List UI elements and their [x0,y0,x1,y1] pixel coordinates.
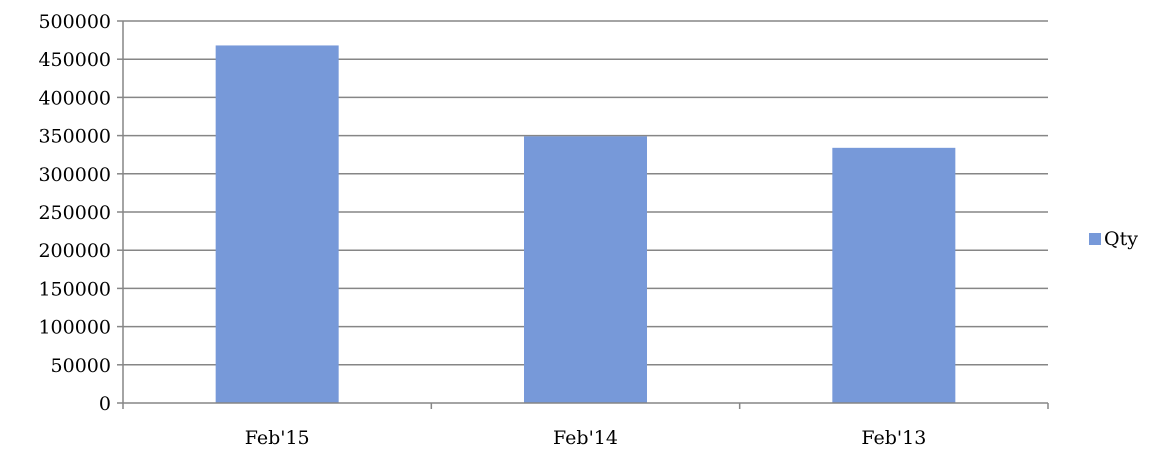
y-tick-label: 450000 [38,49,111,71]
y-tick-label: 350000 [38,126,111,148]
y-tick-label: 150000 [38,278,111,300]
y-tick-label: 250000 [38,202,111,224]
legend-label: Qty [1104,228,1138,250]
x-tick-label: Feb'15 [245,427,310,449]
axes [117,20,1049,409]
y-tick-label: 100000 [38,317,111,339]
x-tick-label: Feb'14 [553,427,618,449]
x-tick-labels: Feb'15 Feb'14 Feb'13 [245,427,927,449]
y-tick-label: 400000 [38,87,111,109]
y-tick-label: 50000 [51,355,111,377]
y-tick-label: 200000 [38,240,111,262]
bar-feb-14 [524,136,647,403]
legend: Qty [1089,228,1138,250]
y-tick-label: 0 [99,393,111,415]
legend-swatch [1089,233,1101,245]
y-tick-labels: 0 50000 100000 150000 200000 250000 300000 3500… [38,11,111,415]
bars [215,45,956,403]
bar-feb-15 [215,45,339,403]
y-tick-label: 300000 [38,164,111,186]
bar-feb-13 [832,147,956,403]
x-tick-label: Feb'13 [861,427,926,449]
y-tick-label: 500000 [38,11,111,33]
